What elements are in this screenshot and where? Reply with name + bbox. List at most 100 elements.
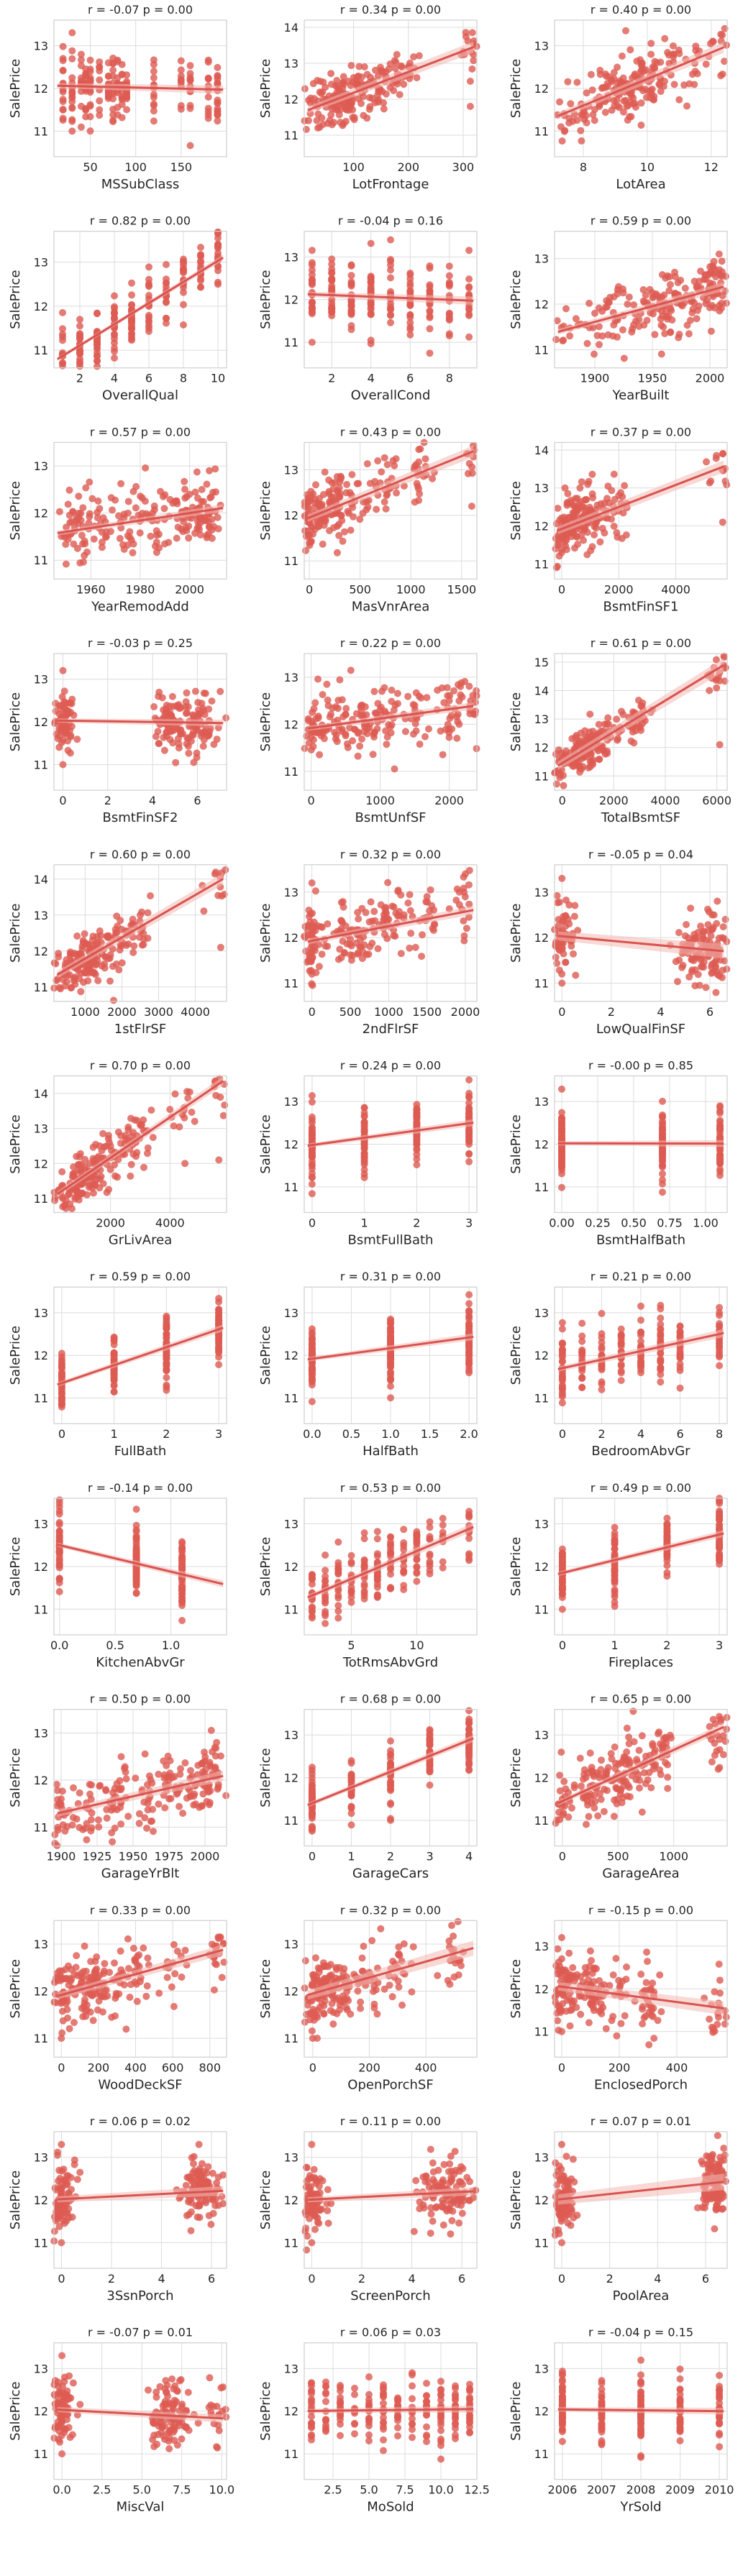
data-point: [367, 73, 375, 81]
data-point: [215, 1341, 223, 1349]
data-point: [308, 1149, 316, 1157]
data-point: [610, 96, 618, 104]
data-point: [683, 321, 691, 329]
data-point: [637, 122, 645, 129]
data-point: [55, 733, 63, 740]
data-point: [585, 299, 593, 307]
x-axis-label: BsmtFinSF2: [102, 810, 178, 825]
data-point: [558, 1383, 566, 1390]
x-axis-label: LotFrontage: [352, 177, 429, 192]
data-point: [52, 960, 60, 968]
y-tick-label: 13: [284, 250, 298, 264]
data-point: [204, 56, 212, 64]
data-point: [465, 1341, 473, 1349]
y-tick-label: 11: [34, 124, 48, 138]
data-point: [637, 61, 645, 69]
data-point: [59, 976, 67, 984]
data-point: [390, 87, 398, 94]
x-tick-label: 6: [406, 372, 414, 385]
data-point: [400, 911, 408, 919]
data-point: [370, 907, 378, 915]
y-tick-label: 14: [34, 873, 48, 886]
data-point: [558, 979, 566, 987]
data-point: [308, 247, 316, 255]
y-tick-label: 11: [534, 557, 549, 571]
y-tick-label: 13: [34, 256, 48, 270]
data-point: [437, 727, 445, 735]
data-point: [71, 1195, 79, 1203]
data-point: [126, 528, 134, 536]
x-tick-label: 6: [676, 1427, 683, 1441]
data-point: [331, 479, 339, 487]
data-point: [55, 1548, 63, 1555]
x-tick-label: 150: [170, 160, 193, 174]
data-point: [704, 905, 711, 913]
data-point: [58, 1168, 66, 1175]
data-point: [150, 117, 158, 125]
data-point: [396, 91, 404, 98]
data-point: [367, 300, 375, 308]
data-point: [465, 1369, 473, 1377]
data-point: [586, 710, 594, 718]
data-point: [59, 114, 67, 122]
data-point: [716, 1151, 724, 1159]
y-tick-label: 11: [284, 976, 298, 990]
x-axis-label: YearBuilt: [612, 388, 670, 403]
data-point: [589, 494, 597, 502]
data-point: [128, 318, 135, 326]
data-point: [657, 1355, 665, 1363]
data-point: [114, 111, 122, 119]
data-point: [465, 1300, 473, 1308]
data-point: [413, 74, 421, 82]
data-point: [114, 1128, 122, 1136]
data-point: [406, 907, 414, 915]
data-point: [710, 911, 718, 919]
x-tick-label: 4: [149, 794, 156, 807]
data-point: [150, 502, 158, 510]
data-point: [651, 331, 659, 339]
x-tick-label: 4: [637, 1427, 644, 1441]
data-point: [177, 57, 185, 65]
data-point: [465, 1110, 473, 1118]
data-point: [186, 490, 193, 498]
x-tick-label: 2: [76, 372, 83, 385]
data-point: [676, 1384, 684, 1392]
data-point: [59, 55, 67, 63]
data-point: [421, 733, 429, 741]
data-point: [104, 932, 111, 940]
data-point: [111, 292, 118, 300]
data-point: [211, 870, 219, 878]
data-point: [163, 314, 170, 322]
data-point: [343, 480, 351, 488]
data-point: [180, 262, 187, 270]
data-point: [329, 705, 337, 712]
data-point: [59, 1195, 67, 1202]
data-point: [68, 104, 76, 111]
data-point: [669, 42, 677, 50]
data-point: [578, 1319, 586, 1327]
data-point: [637, 1360, 644, 1367]
data-point: [127, 1160, 135, 1168]
x-tick-label: 2: [163, 1427, 170, 1441]
data-point: [215, 1349, 223, 1357]
data-point: [591, 350, 598, 358]
data-point: [92, 940, 100, 948]
y-axis-label: SalePrice: [258, 481, 273, 540]
data-point: [178, 1538, 186, 1546]
data-point: [718, 257, 726, 265]
data-point: [717, 72, 725, 80]
y-tick-label: 12: [34, 507, 48, 521]
data-point: [152, 549, 160, 556]
data-point: [657, 1370, 665, 1378]
data-point: [719, 923, 727, 931]
data-point: [94, 344, 101, 352]
data-point: [308, 259, 316, 267]
subplot-title: r = 0.22 p = 0.00: [340, 636, 441, 650]
data-point: [465, 306, 473, 313]
data-point: [388, 687, 396, 694]
subplot-title: r = -0.07 p = 0.00: [88, 3, 193, 17]
data-point: [406, 270, 414, 277]
data-point: [144, 1150, 151, 1158]
